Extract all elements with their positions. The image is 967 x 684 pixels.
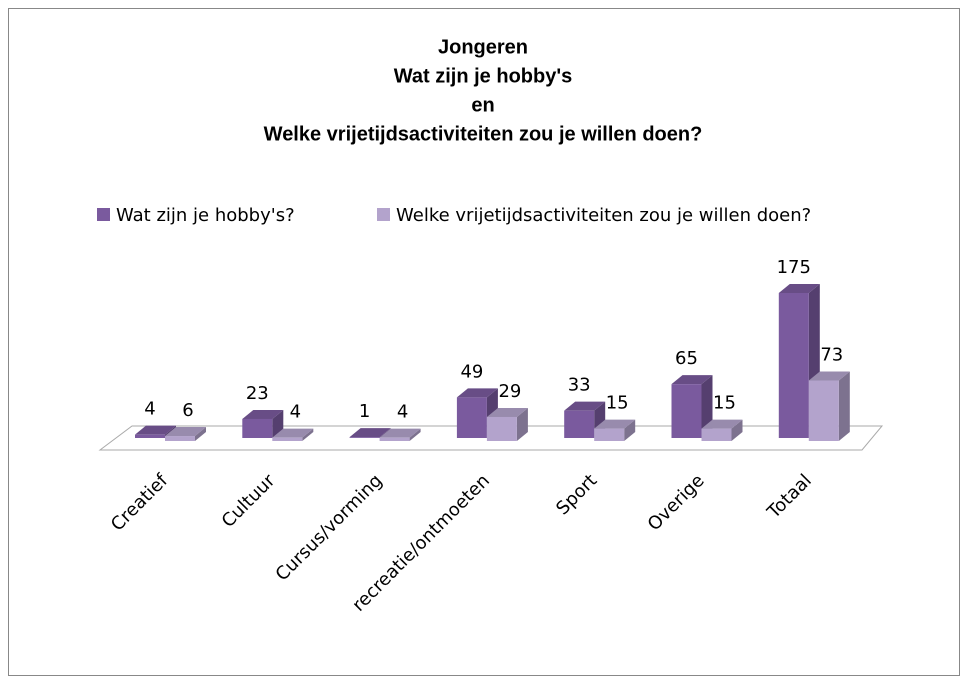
bar: [701, 428, 732, 441]
chart-title: en: [471, 94, 494, 116]
bar-top: [379, 428, 421, 438]
data-label: 175: [777, 257, 811, 278]
bar: [242, 418, 273, 438]
bar-top: [671, 375, 713, 385]
data-label: 6: [182, 400, 193, 421]
data-label: 73: [820, 345, 843, 366]
legend-label: Wat zijn je hobby's?: [116, 205, 295, 226]
chart-title: Wat zijn je hobby's: [394, 65, 572, 87]
data-label: 49: [460, 361, 483, 382]
bar-top: [349, 428, 391, 438]
legend-swatch: [377, 208, 390, 221]
data-label: 4: [144, 399, 155, 420]
bar-top: [808, 371, 850, 381]
data-label: 15: [713, 393, 736, 414]
bar: [165, 436, 195, 441]
data-label: 33: [568, 375, 591, 396]
data-label: 29: [498, 381, 521, 402]
bar-top: [272, 428, 314, 438]
bar: [808, 380, 839, 441]
bar: [671, 384, 702, 438]
data-label: 1: [359, 401, 370, 422]
chart-title: Welke vrijetijdsactiviteiten zou je will…: [264, 123, 703, 145]
bar: [778, 293, 809, 438]
bar-top: [564, 401, 606, 411]
bar-side: [624, 419, 636, 441]
bar: [594, 428, 625, 441]
bar-side: [302, 428, 314, 441]
bar: [486, 416, 517, 441]
bar-top: [701, 419, 743, 429]
bar: [272, 437, 303, 441]
bar-side: [731, 419, 743, 441]
bar: [349, 437, 380, 438]
bar: [564, 410, 595, 438]
chart-title: Jongeren: [438, 36, 528, 58]
legend-label: Welke vrijetijdsactiviteiten zou je will…: [396, 205, 811, 226]
bar-top: [778, 284, 820, 293]
bar-side: [409, 428, 421, 441]
bar-top: [135, 425, 176, 435]
data-label: 23: [246, 383, 269, 404]
bar-top: [165, 427, 206, 437]
bar-top: [486, 407, 528, 417]
bar-top: [594, 419, 636, 429]
bar-side: [195, 427, 206, 441]
bar: [456, 397, 487, 438]
bar: [379, 437, 410, 441]
bar: [135, 434, 165, 438]
data-label: 4: [290, 402, 301, 423]
legend-swatch: [97, 208, 110, 221]
bar-side: [838, 371, 850, 441]
data-label: 65: [675, 348, 698, 369]
bar-top: [242, 409, 284, 419]
bar-side: [516, 407, 528, 441]
bar-top: [456, 388, 498, 398]
data-label: 15: [606, 393, 629, 414]
data-label: 4: [397, 402, 408, 423]
